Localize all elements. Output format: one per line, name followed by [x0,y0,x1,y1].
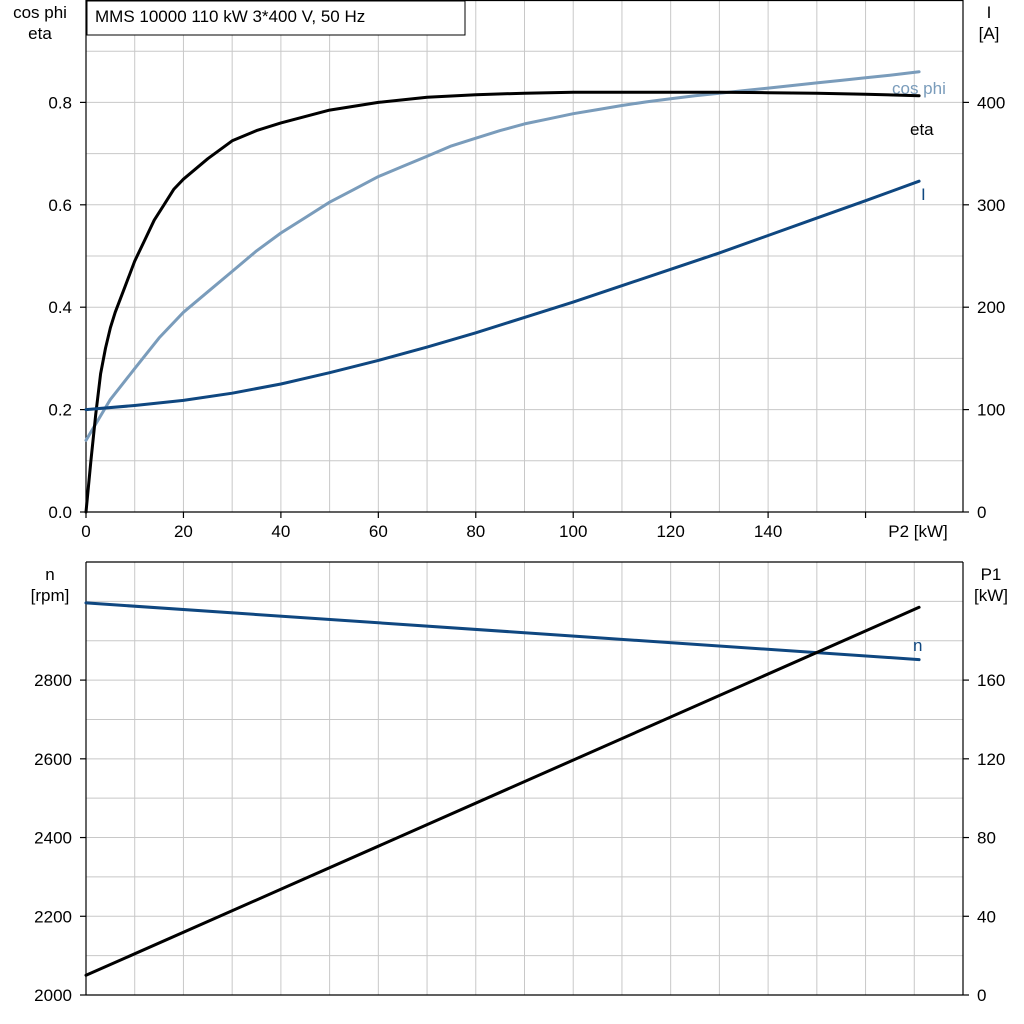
y2-tick-label: 100 [977,401,1005,420]
x-axis-label: P2 [kW] [888,522,948,541]
y-tick-label: 2000 [34,986,72,1005]
x-tick-label: 0 [81,522,90,541]
top-panel: 0 20 40 60 80 100 120 140 P2 [kW] 0.0 0.2 0.4 0.6 0.8… [13,0,1005,541]
chart-title: MMS 10000 110 kW 3*400 V, 50 Hz [95,7,365,26]
y-tick-label: 0.8 [48,93,72,112]
y2-axis-label-line-2: [kW] [974,586,1008,605]
bottom-panel: 2000 2200 2400 2600 2800 0 40 80 120 160 n [rpm] P1 [… [31,561,1008,1005]
x-tick-label: 60 [369,522,388,541]
x-tick-label: 100 [559,522,587,541]
series-n-label: n [913,636,922,655]
x-tick-label: 20 [174,522,193,541]
y2-tick-label: 160 [977,671,1005,690]
y-axis-label-line-2: eta [28,24,52,43]
y-axis-label-line-2: [rpm] [31,586,70,605]
series-eta-line [84,90,921,514]
y2-tick-label: 0 [977,986,986,1005]
y-tick-label: 2600 [34,750,72,769]
series-cos-phi-line [84,70,921,442]
y2-axis-label-line-2: [A] [979,24,1000,43]
y-tick-label: 2400 [34,829,72,848]
y-tick-label: 2200 [34,907,72,926]
series-p1-line [84,605,921,977]
series-cos-phi-label: cos phi [892,79,946,98]
y2-tick-label: 120 [977,750,1005,769]
x-tick-label: 120 [656,522,684,541]
y-axis-label-line-1: cos phi [13,3,67,22]
y2-axis-label-line-1: P1 [981,565,1002,584]
y2-axis-label-line-1: I [987,3,992,22]
title-box [86,0,466,36]
y-tick-label: 2800 [34,671,72,690]
y2-tick-label: 40 [977,907,996,926]
y2-tick-label: 0 [977,503,986,522]
x-tick-label: 80 [466,522,485,541]
series-n-line [84,601,921,662]
series-eta-label: eta [910,120,934,139]
series-i-line [84,179,921,412]
y-tick-label: 0.4 [48,298,72,317]
y-axis-label-line-1: n [45,565,54,584]
series-i-label: I [921,185,926,204]
y2-tick-label: 400 [977,93,1005,112]
y2-tick-label: 200 [977,298,1005,317]
y-tick-label: 0.6 [48,196,72,215]
y2-tick-label: 300 [977,196,1005,215]
y-tick-label: 0.2 [48,401,72,420]
y2-tick-label: 80 [977,829,996,848]
y-tick-label: 0.0 [48,503,72,522]
x-tick-label: 140 [754,522,782,541]
x-tick-label: 40 [271,522,290,541]
